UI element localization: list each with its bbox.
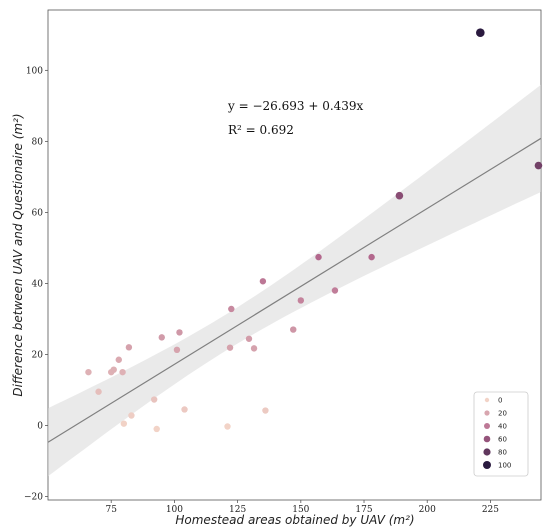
data-point — [315, 253, 322, 261]
data-points — [85, 28, 543, 433]
x-tick-label: 75 — [105, 505, 117, 515]
data-point — [262, 407, 269, 414]
data-point — [119, 368, 126, 376]
data-point — [228, 305, 235, 313]
x-tick-label: 225 — [482, 505, 499, 515]
legend-marker — [483, 435, 491, 443]
data-point — [115, 356, 122, 363]
data-point — [290, 326, 297, 333]
y-tick-label: 60 — [32, 208, 44, 218]
plot-area — [47, 9, 542, 501]
confidence-band-area — [48, 84, 541, 477]
x-tick-label: 175 — [355, 505, 372, 515]
legend-label: 100 — [498, 462, 511, 470]
y-axis-ticks: −20 0 20 40 60 80 100 — [24, 66, 48, 502]
y-tick-label: 0 — [37, 421, 43, 431]
data-point — [128, 412, 135, 419]
legend-label: 40 — [498, 423, 507, 431]
data-point — [125, 344, 133, 351]
legend-marker — [483, 448, 491, 456]
regression-equation: y = −26.693 + 0.439x — [227, 99, 364, 113]
data-point — [245, 335, 253, 342]
legend: 0 20 40 60 80 100 — [473, 391, 529, 477]
legend-marker — [484, 423, 490, 429]
data-point — [250, 345, 258, 352]
y-axis-label: Difference between UAV and Questionaire … — [11, 113, 25, 396]
x-tick-label: 150 — [292, 505, 309, 515]
y-tick-label: 100 — [26, 66, 43, 76]
data-point — [259, 278, 267, 285]
legend-label: 60 — [498, 436, 507, 444]
data-point — [224, 423, 231, 430]
y-tick-label: −20 — [24, 492, 43, 502]
legend-label: 80 — [498, 449, 507, 457]
x-tick-label: 100 — [166, 505, 183, 515]
x-tick-label: 125 — [229, 505, 246, 515]
data-point — [368, 253, 375, 261]
data-point — [95, 388, 102, 395]
legend-marker — [483, 461, 491, 469]
y-tick-label: 40 — [32, 279, 44, 289]
r-squared-label: R² = 0.692 — [228, 123, 294, 137]
data-point — [120, 420, 128, 427]
data-point — [297, 297, 305, 304]
data-point — [150, 396, 158, 403]
data-point — [173, 346, 181, 354]
data-point — [153, 425, 160, 433]
data-point — [85, 368, 92, 376]
y-tick-label: 20 — [32, 350, 44, 360]
legend-label: 20 — [498, 410, 507, 418]
x-axis-label: Homestead areas obtained by UAV (m²) — [175, 513, 414, 527]
data-point — [181, 406, 188, 413]
data-point — [476, 28, 485, 38]
data-point — [176, 329, 183, 336]
data-point — [158, 334, 165, 341]
legend-marker — [484, 397, 490, 403]
data-point — [331, 287, 339, 294]
x-tick-label: 200 — [419, 505, 436, 515]
legend-marker — [484, 410, 490, 416]
confidence-band — [48, 84, 541, 477]
data-point — [110, 366, 117, 373]
data-point — [226, 344, 234, 351]
legend-label: 0 — [498, 397, 502, 405]
x-axis-ticks: 75 100 125 150 175 200 225 — [105, 500, 499, 515]
regression-line-group — [47, 137, 542, 443]
regression-line — [47, 137, 542, 443]
data-point — [534, 161, 543, 170]
data-point — [395, 191, 404, 200]
y-tick-label: 80 — [32, 137, 44, 147]
